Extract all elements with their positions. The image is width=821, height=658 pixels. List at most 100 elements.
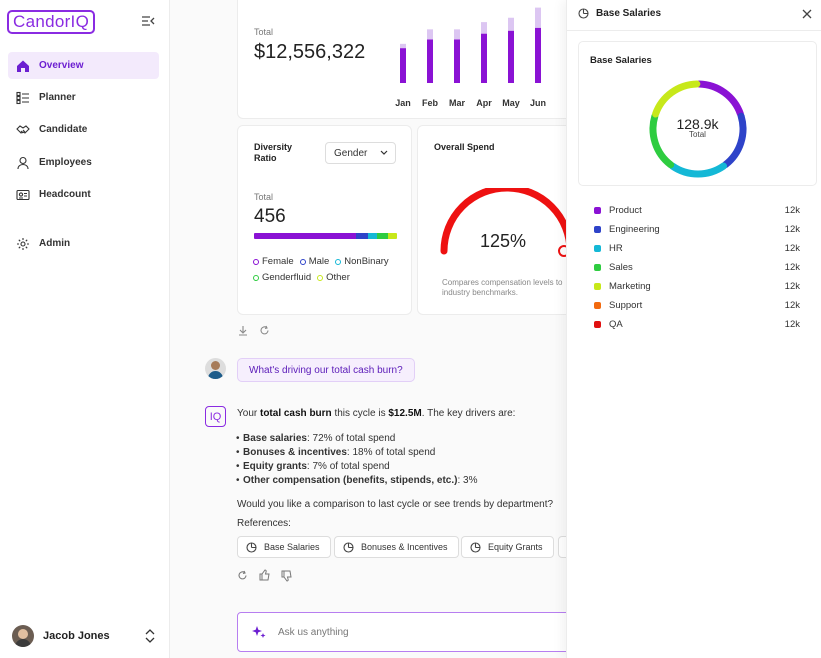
department-name: HR (609, 242, 623, 254)
legend-other: Other (317, 272, 350, 283)
month-tick-label: Mar (449, 98, 466, 108)
sidebar-item-label: Headcount (39, 189, 91, 200)
department-value: 12k (784, 242, 800, 254)
assistant-intro: Your total cash burn this cycle is $12.5… (237, 408, 516, 419)
diversity-stacked-bar (254, 233, 397, 239)
month-tick-label: Jan (395, 98, 411, 108)
total-card: Total $12,556,322 Jan Feb Mar Apr May Jun (237, 0, 572, 119)
sidebar-item-planner[interactable]: Planner (8, 84, 159, 111)
reference-base-salaries[interactable]: Base Salaries (237, 536, 331, 558)
diversity-bar-segment (388, 233, 397, 239)
diversity-legend-row: Genderfluid Other (253, 272, 350, 283)
donut-slice (695, 80, 744, 118)
donut-slice (649, 112, 675, 169)
home-icon (16, 59, 30, 73)
user-icon (16, 156, 30, 170)
department-swatch (594, 263, 601, 271)
bar-segment-secondary (481, 22, 487, 34)
sidebar-item-employees[interactable]: Employees (8, 149, 159, 176)
user-chat-avatar (205, 358, 226, 379)
department-name: Sales (609, 261, 633, 273)
diversity-total-value: 456 (254, 206, 286, 227)
thumbs-down-icon[interactable] (281, 570, 292, 582)
sidebar-item-overview[interactable]: Overview (8, 52, 159, 79)
donut-center-value: 128.9k (676, 116, 719, 132)
diversity-bar-segment (254, 233, 356, 239)
bar-segment-secondary (535, 7, 541, 28)
total-value: $12,556,322 (254, 41, 366, 63)
list-icon (16, 91, 30, 105)
user-menu[interactable]: Jacob Jones (12, 625, 157, 647)
id-card-icon (16, 188, 30, 202)
sidebar-item-admin[interactable]: Admin (8, 230, 159, 257)
driver-bullet: Equity grants: 7% of total spend (236, 461, 390, 472)
bar-segment-primary (400, 48, 406, 83)
driver-bullet: Bonuses & incentives: 18% of total spend (236, 447, 435, 458)
thumbs-up-icon[interactable] (259, 569, 270, 581)
pie-chart-icon (343, 541, 354, 553)
male-marker-icon (299, 258, 306, 265)
donut-slice (668, 162, 728, 178)
spend-title: Overall Spend (434, 142, 495, 152)
bar-segment-secondary (454, 29, 460, 40)
department-swatch (594, 206, 601, 214)
bar-segment-primary (481, 33, 487, 83)
department-name: Marketing (609, 280, 651, 292)
overall-spend-card: Overall Spend 125% Compares compensation… (417, 125, 572, 315)
close-icon[interactable] (801, 8, 813, 20)
sidebar-item-label: Employees (39, 157, 92, 168)
pie-chart-icon (578, 8, 589, 19)
driver-bullet: Other compensation (benefits, stipends, … (236, 475, 477, 486)
donut-center-label: Total (689, 130, 706, 139)
sidebar: CandorIQ Overview Planner Candidate Empl… (0, 0, 170, 658)
panel-divider (567, 30, 821, 31)
download-icon[interactable] (238, 325, 248, 336)
diversity-bar-segment (376, 233, 389, 239)
chevron-up-down-icon[interactable] (143, 628, 157, 644)
app-logo[interactable]: CandorIQ (7, 10, 96, 34)
month-tick-label: Feb (422, 98, 439, 108)
legend-male: Male (299, 256, 329, 267)
department-row: Product 12k (594, 203, 800, 217)
month-tick-label: May (502, 98, 520, 108)
donut-slice (652, 80, 701, 118)
department-row: QA 12k (594, 317, 800, 331)
sidebar-item-label: Overview (39, 60, 84, 71)
legend-female: Female (253, 256, 294, 267)
bar-segment-primary (535, 27, 541, 83)
bar-segment-primary (427, 39, 433, 83)
assistant-followup: Would you like a comparison to last cycl… (237, 499, 554, 510)
reference-equity-grants[interactable]: Equity Grants (461, 536, 554, 558)
sparkle-icon (252, 626, 266, 638)
donut-card: Base Salaries 128.9k Total (578, 41, 817, 186)
department-row: Support 12k (594, 298, 800, 312)
regenerate-icon[interactable] (237, 570, 248, 581)
ask-input[interactable]: Ask us anything (237, 612, 577, 652)
base-salaries-panel: Base Salaries Base Salaries 128.9k Total… (566, 0, 821, 658)
pie-chart-icon (246, 541, 257, 553)
department-swatch (594, 301, 601, 309)
avatar (12, 625, 34, 647)
chevron-down-icon (380, 150, 388, 155)
other-marker-icon (317, 274, 324, 281)
gauge-arc (440, 188, 571, 255)
sidebar-item-headcount[interactable]: Headcount (8, 181, 159, 208)
department-row: HR 12k (594, 241, 800, 255)
refresh-icon[interactable] (259, 325, 270, 336)
sidebar-item-label: Planner (39, 92, 76, 103)
total-label: Total (254, 27, 274, 37)
diversity-dimension-select[interactable]: Gender (325, 142, 396, 164)
select-value: Gender (334, 147, 368, 159)
department-row: Engineering 12k (594, 222, 800, 236)
ask-placeholder: Ask us anything (278, 626, 349, 638)
department-value: 12k (784, 204, 800, 216)
iq-assistant-icon: IQ (205, 406, 226, 427)
sidebar-item-candidate[interactable]: Candidate (8, 116, 159, 143)
gear-icon (16, 237, 30, 251)
genderfluid-marker-icon (253, 274, 259, 281)
reference-bonuses[interactable]: Bonuses & Incentives (334, 536, 459, 558)
department-value: 12k (784, 261, 800, 273)
department-row: Marketing 12k (594, 279, 800, 293)
collapse-sidebar-icon[interactable] (141, 14, 155, 28)
sidebar-item-label: Candidate (39, 124, 88, 135)
